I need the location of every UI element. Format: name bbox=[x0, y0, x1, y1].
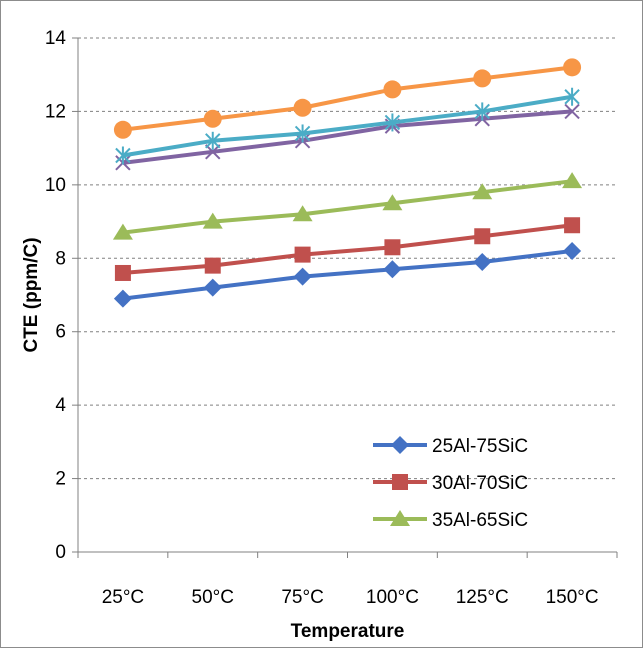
series-line bbox=[122, 65, 573, 132]
data-point bbox=[384, 113, 401, 132]
legend-label: 35Al-65SiC bbox=[432, 510, 528, 531]
series-line bbox=[122, 109, 573, 165]
x-tick-label: 125°C bbox=[456, 587, 509, 608]
data-point bbox=[204, 257, 221, 274]
data-point bbox=[384, 239, 401, 256]
series-5 bbox=[115, 87, 580, 165]
series-group bbox=[112, 58, 583, 308]
data-point bbox=[113, 120, 132, 139]
data-point bbox=[383, 80, 402, 99]
legend-item: 25Al-75SiC bbox=[373, 436, 528, 457]
data-point bbox=[294, 246, 311, 263]
legend-swatch-marker bbox=[392, 474, 408, 490]
legend-label: 25Al-75SiC bbox=[432, 436, 528, 457]
tick-labels: 0 2 4 6 8 10 12 14 25°C 50°C 75°C 100°C 125°C 150°C bbox=[45, 28, 599, 608]
data-point bbox=[293, 267, 312, 286]
marker-stroke bbox=[205, 144, 221, 160]
legend-swatch-marker bbox=[390, 510, 410, 526]
data-point bbox=[563, 241, 582, 260]
data-point bbox=[474, 228, 491, 245]
y-tick-label: 8 bbox=[55, 248, 66, 269]
data-point bbox=[472, 183, 493, 200]
y-tick-label: 0 bbox=[55, 542, 66, 563]
data-point bbox=[292, 205, 313, 222]
data-point bbox=[205, 131, 221, 150]
data-point bbox=[203, 278, 222, 297]
legend-label: 30Al-70SiC bbox=[432, 473, 528, 494]
y-tick-label: 14 bbox=[45, 28, 67, 49]
series-6 bbox=[113, 58, 582, 139]
series-2 bbox=[114, 217, 581, 281]
legend-item: 35Al-65SiC bbox=[373, 510, 528, 531]
data-point bbox=[564, 103, 580, 120]
axes bbox=[72, 37, 618, 558]
y-tick-label: 12 bbox=[45, 101, 66, 122]
x-tick-label: 150°C bbox=[546, 587, 599, 608]
x-axis-title: Temperature bbox=[291, 621, 405, 642]
series-1 bbox=[113, 241, 582, 308]
data-point bbox=[562, 172, 583, 189]
series-3 bbox=[112, 172, 583, 240]
series-line bbox=[122, 94, 573, 158]
data-point bbox=[383, 260, 402, 279]
data-point bbox=[113, 289, 132, 308]
y-tick-label: 10 bbox=[45, 175, 66, 196]
legend: 25Al-75SiC 30Al-70SiC 35Al-65SiC bbox=[373, 436, 528, 531]
data-point bbox=[473, 69, 492, 88]
series-line bbox=[122, 223, 573, 275]
data-point bbox=[382, 194, 403, 211]
data-point bbox=[205, 144, 221, 160]
data-point bbox=[474, 102, 490, 121]
legend-swatch-marker bbox=[391, 436, 409, 454]
data-point bbox=[563, 58, 582, 77]
data-point bbox=[564, 87, 580, 106]
x-tick-label: 50°C bbox=[192, 587, 234, 608]
y-tick-label: 6 bbox=[55, 322, 66, 343]
y-tick-label: 4 bbox=[55, 395, 66, 416]
data-point bbox=[294, 124, 311, 143]
legend-item: 30Al-70SiC bbox=[373, 473, 528, 494]
data-point bbox=[293, 98, 312, 117]
x-tick-label: 100°C bbox=[366, 587, 419, 608]
data-point bbox=[564, 217, 581, 234]
x-tick-label: 75°C bbox=[281, 587, 323, 608]
y-axis-title: CTE (ppm/C) bbox=[21, 237, 42, 352]
series-line bbox=[122, 179, 573, 235]
series-line bbox=[122, 248, 573, 301]
data-point bbox=[203, 109, 222, 128]
y-tick-label: 2 bbox=[55, 469, 66, 490]
series-4 bbox=[115, 103, 580, 171]
x-tick-label: 25°C bbox=[102, 587, 144, 608]
data-point bbox=[112, 223, 133, 240]
data-point bbox=[473, 252, 492, 271]
data-point bbox=[115, 146, 131, 165]
marker-stroke bbox=[564, 103, 580, 120]
data-point bbox=[114, 264, 131, 281]
data-point bbox=[202, 212, 223, 229]
